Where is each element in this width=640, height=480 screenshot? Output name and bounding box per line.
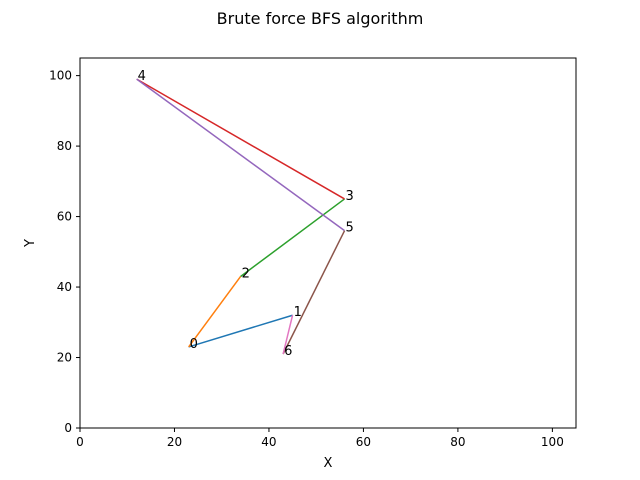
node-label-3: 3 [346,189,354,204]
x-tick-label: 60 [356,435,371,449]
edge-line-6 [282,315,294,355]
x-tick-label: 0 [76,435,84,449]
node-label-2: 2 [242,266,250,281]
node-label-5: 5 [346,221,354,236]
node-label-6: 6 [284,344,292,359]
y-tick-label: 40 [57,280,72,294]
edge-line-5 [282,230,346,355]
edge-lines [136,78,346,355]
y-axis-label: Y [23,239,38,248]
x-axis-ticks: 0 20 40 60 80 100 [76,428,564,449]
y-tick-label: 0 [64,421,72,435]
y-tick-label: 20 [57,351,72,365]
y-tick-label: 100 [49,69,72,83]
x-tick-label: 20 [167,435,182,449]
edge-line-0 [188,314,293,348]
node-label-4: 4 [138,69,146,84]
x-tick-label: 100 [541,435,564,449]
y-tick-label: 60 [57,210,72,224]
plot-area [79,57,577,429]
y-axis-ticks: 0 20 40 60 80 100 [49,69,80,435]
x-axis-label: X [324,456,333,471]
node-label-0: 0 [190,337,198,352]
node-labels: 0 1 2 3 4 5 6 [138,69,354,359]
edge-line-1 [188,276,242,348]
x-tick-label: 80 [450,435,465,449]
node-label-1: 1 [294,305,302,320]
chart-title: Brute force BFS algorithm [217,9,424,28]
edge-line-4 [136,78,345,232]
edge-line-2 [240,198,345,278]
y-tick-label: 80 [57,139,72,153]
x-tick-label: 40 [261,435,276,449]
edge-line-3 [136,78,345,200]
